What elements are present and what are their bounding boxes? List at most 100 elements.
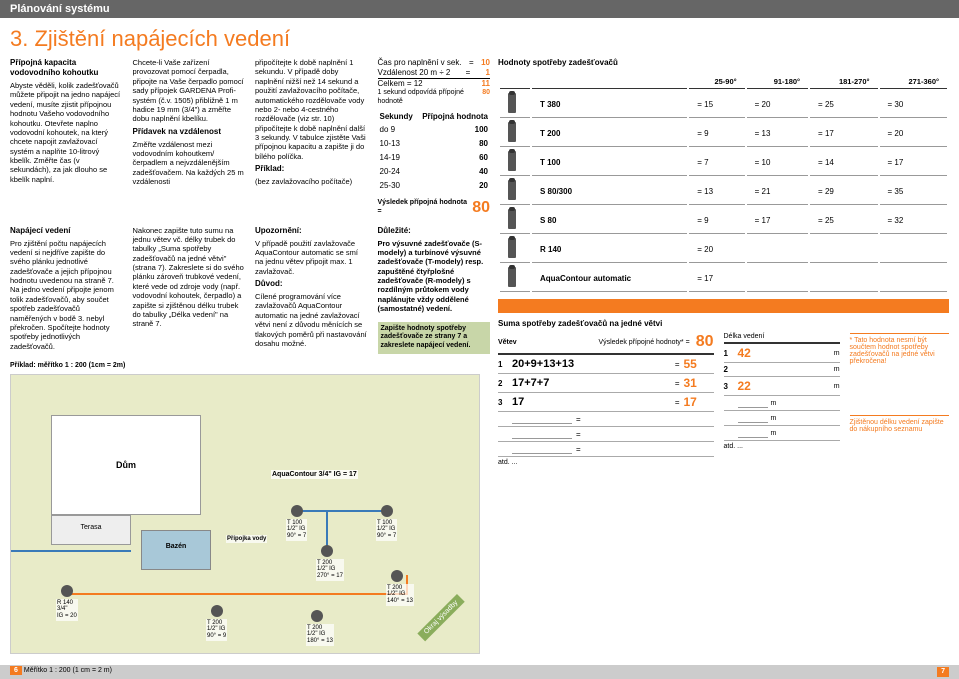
calc-r2-v: 1 (486, 68, 490, 78)
spec-v1 (747, 265, 808, 292)
calc-r3-l: Celkem = 12 (378, 79, 423, 89)
sum-title: Suma spotřeby zadešťovačů na jedné větvi (498, 319, 714, 328)
sum-input-4[interactable] (512, 414, 572, 424)
len-n: 2 (724, 365, 738, 374)
sprinkler-label: T 1001/2" IG90° = 7 (286, 519, 307, 541)
note2: Zjištěnou délku vedení zapište do nákupn… (850, 415, 949, 433)
sprinkler-icon (500, 265, 530, 292)
sprinkler-node (311, 610, 323, 622)
sprinkler-node (61, 585, 73, 597)
sum-n: 2 (498, 379, 512, 388)
page-6: 6 (10, 666, 22, 675)
spec-v2: = 14 (810, 149, 877, 176)
aqua-label: AquaContour 3/4" IG = 17 (271, 470, 358, 479)
result-label: Výsledek přípojná hodnota = (378, 199, 469, 217)
len-v: 42 (738, 346, 834, 360)
sec-h1: Sekundy (380, 112, 416, 122)
note-star: * Tato hodnota nesmí být součtem hodnot … (850, 333, 949, 365)
garden-diagram: Dům Terasa Bazén AquaContour 3/4" IG = 1… (10, 374, 480, 654)
sprinkler-icon (500, 178, 530, 205)
orange-band (498, 299, 949, 313)
sprinkler-icon (500, 207, 530, 234)
sum-big: 80 (696, 333, 714, 351)
footer: 6 Měřítko 1 : 200 (1 cm = 2 m) 7 (0, 665, 959, 679)
col1-p: Abyste věděli, kolik zadešťovačů můžete … (10, 81, 123, 184)
len-v: 22 (738, 379, 834, 393)
len-input-5[interactable] (738, 413, 768, 423)
sprinkler-node (321, 545, 333, 557)
len-table: Délka vedení 142m2m322m m m m atd. ... (724, 319, 840, 466)
spec-v1 (747, 236, 808, 263)
footer-scale: Měřítko 1 : 200 (1 cm = 2 m) (24, 667, 112, 674)
r2col4: Důležité: Pro výsuvné zadešťovače (S-mod… (378, 226, 491, 354)
r2col3-h: Upozornění: (255, 226, 368, 236)
spec-col-3: 271-360° (880, 75, 948, 89)
sec-s: 14-19 (380, 152, 416, 164)
col3-h2: Příklad: (255, 164, 368, 174)
sum-n: 1 (498, 360, 512, 369)
pripojka-label: Přípojka vody (226, 535, 267, 544)
col3-p: připočítejte k době naplnění 1 sekundu. … (255, 58, 368, 161)
sum-n: 3 (498, 398, 512, 407)
spec-v2: = 25 (810, 91, 877, 118)
sec-h2: Přípojná hodnota (417, 112, 488, 122)
col2-h2: Přídavek na vzdálenost (133, 127, 246, 137)
sum-input-5[interactable] (512, 429, 572, 439)
sum-col2: Výsledek přípojné hodnoty* = (598, 339, 689, 346)
spec-v3: = 17 (880, 149, 948, 176)
sec-v: 60 (417, 152, 488, 164)
spec-v3: = 32 (880, 207, 948, 234)
sum-table: Suma spotřeby zadešťovačů na jedné větvi… (498, 319, 714, 466)
spec-name: S 80/300 (532, 178, 687, 205)
calc-r4-l: 1 sekund odpovídá přípojné hodnotě (378, 89, 483, 107)
r2col3-h2: Důvod: (255, 279, 368, 289)
sprinkler-icon (500, 149, 530, 176)
len-u: m (834, 366, 840, 373)
spec-v2 (810, 236, 877, 263)
r2col1-p: Pro zjištění počtu napájecích vedení si … (10, 239, 123, 352)
spec-v2: = 17 (810, 120, 877, 147)
r2col4-h: Důležité: (378, 226, 491, 236)
r2col2-p: Nakonec zapište tuto sumu na jednu větev… (133, 226, 246, 329)
r2col3: Upozornění: V případě použití zavlažovač… (255, 226, 368, 354)
len-atd: atd. ... (724, 443, 840, 450)
right-page: Hodnoty spotřeby zadešťovačů 25-90° 91-1… (498, 58, 949, 654)
text-columns-row1: Přípojná kapacita vodovodního kohoutku A… (10, 58, 490, 218)
col2-p2: Změřte vzdálenost mezi vodovodním kohout… (133, 140, 246, 187)
sec-v: 80 (417, 138, 488, 150)
spec-name: T 100 (532, 149, 687, 176)
col2-p: Chcete-li Vaše zařízení provozovat pomoc… (133, 58, 246, 124)
len-u: m (834, 350, 840, 357)
r2col1-h: Napájecí vedení (10, 226, 123, 236)
pipe-orange-1 (66, 593, 406, 595)
sprinkler-label: T 1001/2" IG90° = 7 (376, 519, 397, 541)
sprinkler-node (211, 605, 223, 617)
len-input-4[interactable] (738, 398, 768, 408)
spec-v0: = 7 (689, 149, 744, 176)
spec-v3: = 30 (880, 91, 948, 118)
sprinkler-label: T 2001/2" IG270° = 17 (316, 559, 344, 581)
page-7: 7 (937, 667, 949, 677)
pipe-blue-3 (296, 510, 391, 512)
page-header: Plánování systému (0, 0, 959, 18)
sum-expr: 20+9+13+13 (512, 358, 671, 370)
spec-v3 (880, 265, 948, 292)
len-input-6[interactable] (738, 428, 768, 438)
pipe-blue-1 (11, 550, 131, 552)
calc-r4-v: 80 (482, 89, 490, 107)
calc-r2-l: Vzdálenost 20 m ÷ 2 (378, 68, 451, 78)
spec-v0: = 13 (689, 178, 744, 205)
sprinkler-label: T 2001/2" IG140° = 13 (386, 584, 414, 606)
sum-atd: atd. ... (498, 459, 714, 466)
sum-input-6[interactable] (512, 444, 572, 454)
main-title: 3. Zjištění napájecích vedení (0, 18, 959, 58)
sum-col1: Větev (498, 339, 598, 346)
result-value: 80 (472, 198, 490, 218)
sec-s: 10-13 (380, 138, 416, 150)
spec-name: T 380 (532, 91, 687, 118)
len-n: 1 (724, 349, 738, 358)
calc-r1-l: Čas pro naplnění v sek. (378, 58, 462, 68)
len-u: m (834, 383, 840, 390)
sprinkler-label: T 2001/2" IG90° = 9 (206, 619, 227, 641)
sec-v: 40 (417, 166, 488, 178)
